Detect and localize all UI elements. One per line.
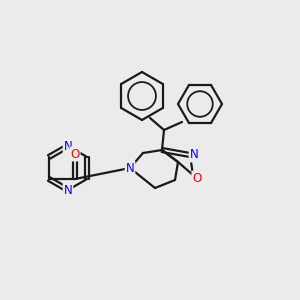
- Text: N: N: [190, 148, 198, 161]
- Text: N: N: [64, 184, 72, 196]
- Text: N: N: [64, 140, 72, 152]
- Text: O: O: [192, 172, 202, 184]
- Text: N: N: [126, 161, 134, 175]
- Text: O: O: [70, 148, 80, 160]
